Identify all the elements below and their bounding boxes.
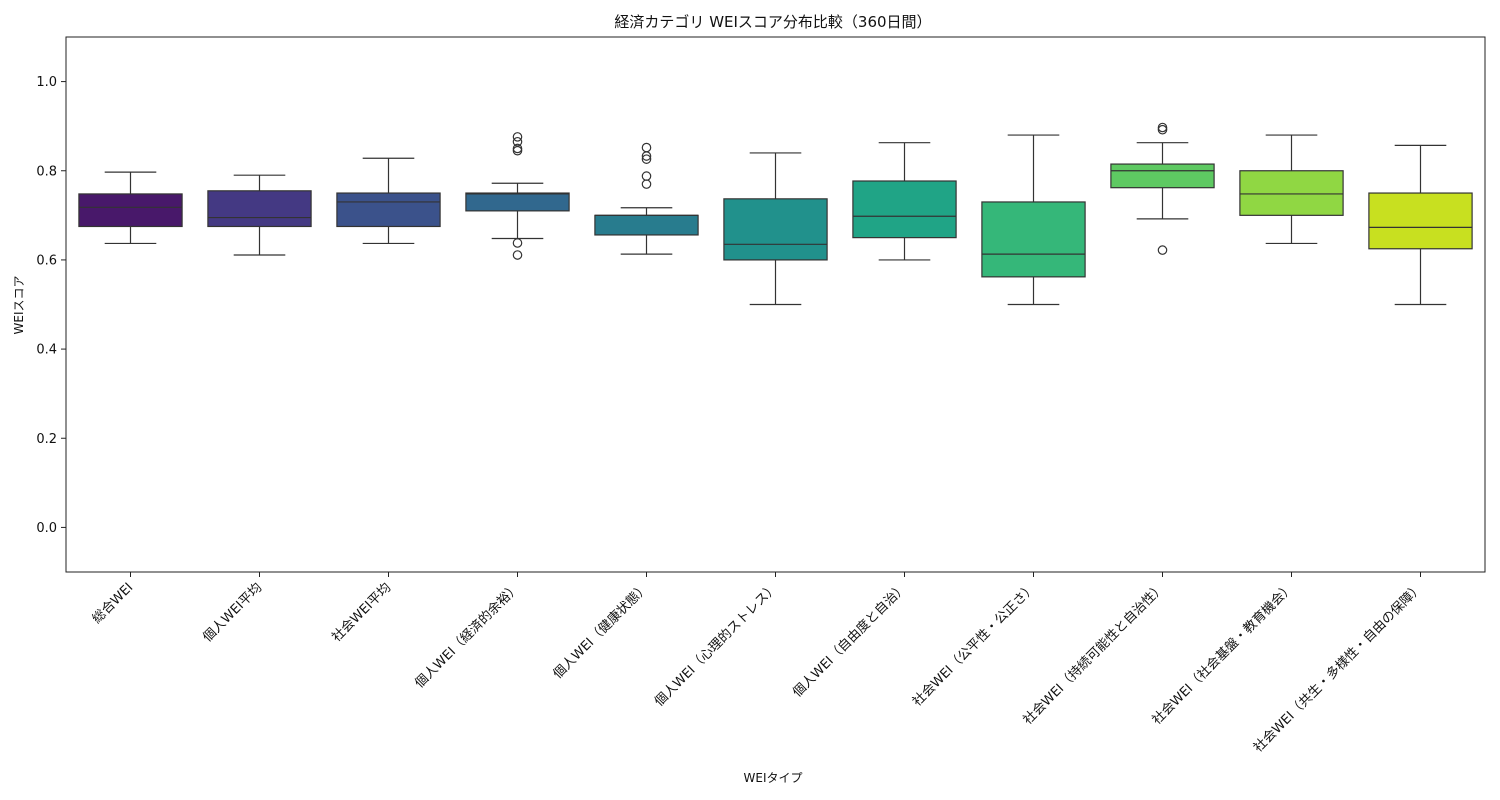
y-axis-label: WEIスコア xyxy=(12,276,26,335)
chart-title: 経済カテゴリ WEIスコア分布比較（360日間） xyxy=(614,13,931,31)
box xyxy=(981,201,1086,278)
box-group xyxy=(465,132,570,260)
y-tick-label: 0.6 xyxy=(36,253,57,268)
box-group xyxy=(594,142,699,255)
box-group xyxy=(852,142,957,261)
x-tick-label: 個人WEI（健康状態） xyxy=(550,580,652,682)
y-tick-label: 1.0 xyxy=(36,75,57,90)
box xyxy=(852,180,957,239)
box xyxy=(1368,192,1473,250)
box-group xyxy=(1239,134,1344,245)
box xyxy=(207,190,312,228)
box xyxy=(336,192,441,228)
y-tick-label: 0.2 xyxy=(36,432,57,447)
box-group xyxy=(78,171,183,245)
x-tick-label: 個人WEI平均 xyxy=(200,580,265,645)
box-group xyxy=(336,157,441,245)
outlier-point xyxy=(512,250,523,260)
box xyxy=(594,214,699,236)
box-group xyxy=(1368,144,1473,306)
y-tick-label: 0.4 xyxy=(36,343,57,358)
outlier-point xyxy=(641,179,652,189)
outlier-point xyxy=(512,136,523,147)
x-tick-label: 社会WEI（公平性・公正さ） xyxy=(909,580,1039,710)
y-axis: 0.0 0.2 0.4 0.6 0.8 1.0 xyxy=(36,75,66,536)
y-tick-label: 0.0 xyxy=(36,521,57,536)
x-tick-label: 個人WEI（心理的ストレス） xyxy=(651,580,781,710)
box xyxy=(1239,170,1344,216)
plot-area xyxy=(78,122,1473,306)
box xyxy=(465,192,570,212)
outlier-point xyxy=(512,238,523,248)
y-tick-label: 0.8 xyxy=(36,164,57,179)
box-group xyxy=(1110,122,1215,255)
outlier-point xyxy=(1157,122,1168,133)
box xyxy=(723,198,828,261)
outlier-point xyxy=(641,171,652,181)
outlier-point xyxy=(641,142,652,153)
box xyxy=(1110,163,1215,189)
outlier-point xyxy=(1157,245,1168,255)
x-tick-label: 社会WEI（社会基盤・教育機会） xyxy=(1149,580,1297,728)
x-axis-label: WEIタイプ xyxy=(744,771,803,785)
box-group xyxy=(981,134,1086,306)
x-tick-label: 社会WEI（持続可能性と自治性） xyxy=(1020,580,1168,728)
outlier-point xyxy=(512,132,523,142)
box-group xyxy=(723,152,828,306)
x-tick-label: 社会WEI平均 xyxy=(329,580,395,646)
box-group xyxy=(207,174,312,256)
outlier-point xyxy=(512,143,523,154)
x-axis: 総合WEI 個人WEI平均 社会WEI平均 個人WEI（経済的余裕） 個人WEI（健康状… xyxy=(90,572,1426,756)
x-tick-label: 個人WEI（経済的余裕） xyxy=(412,580,524,692)
x-tick-label: 個人WEI（自由度と自治） xyxy=(789,580,910,701)
x-tick-label: 総合WEI xyxy=(90,580,137,627)
box xyxy=(78,193,183,228)
outlier-point xyxy=(641,154,652,164)
